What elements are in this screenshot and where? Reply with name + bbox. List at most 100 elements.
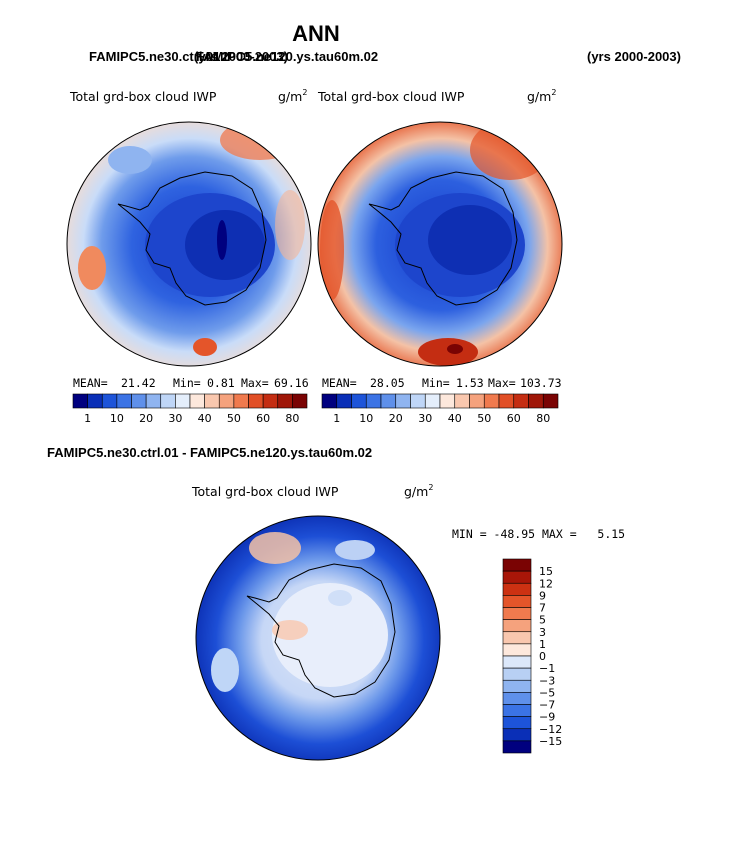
run-label-overlap-years: (yrs 2000-2003) <box>194 49 288 64</box>
panel-title: Total grd-box cloud IWP <box>317 89 465 104</box>
colorbar-tick-label: 12 <box>539 577 553 590</box>
colorbar-box <box>145 393 162 409</box>
colorbar-box <box>116 393 132 409</box>
colorbar-tick-label: 30 <box>418 412 432 425</box>
colorbar-box <box>454 393 470 409</box>
colorbar-box <box>233 393 249 409</box>
colorbar-box <box>502 631 532 645</box>
field-blob <box>447 344 463 354</box>
colorbar-tick-label: −5 <box>539 686 555 699</box>
antarctica-coastline <box>246 563 396 698</box>
colorbar-tick-label: 3 <box>539 626 546 639</box>
colorbar-tick-label: 15 <box>539 565 553 578</box>
colorbar-box <box>502 704 532 717</box>
colorbar-box <box>469 393 485 409</box>
colorbar-tick-label: −15 <box>539 735 562 748</box>
colorbar-tick-label: 9 <box>539 589 546 602</box>
field-blob <box>193 338 217 356</box>
colorbar-box <box>513 393 529 409</box>
panel-difference: FAMIPC5.ne30.ctrl.01 - FAMIPC5.ne120.ys.… <box>47 445 625 761</box>
colorbar-box <box>502 607 532 620</box>
colorbar-box <box>160 393 176 409</box>
polar-map <box>318 122 562 366</box>
colorbar-box <box>502 655 532 669</box>
stat-min-value: 1.53 <box>456 376 484 390</box>
colorbar-box <box>204 393 220 409</box>
page-title: ANN <box>292 21 340 46</box>
colorbar-tick-label: 7 <box>539 602 546 615</box>
antarctica-coastline <box>117 171 267 306</box>
colorbar-tick-label: 0 <box>539 650 546 663</box>
colorbar-tick-label: 20 <box>389 412 403 425</box>
polar-map <box>67 122 311 366</box>
colorbar-box <box>502 643 532 657</box>
field-blob <box>418 338 478 366</box>
colorbar-box <box>262 393 279 409</box>
colorbar-tick-label: 40 <box>448 412 462 425</box>
colorbar-tick-label: 20 <box>139 412 153 425</box>
field-blob <box>217 220 227 260</box>
panel-units: g/m2 <box>527 88 556 104</box>
map-border <box>66 121 312 367</box>
colorbar-box <box>502 558 532 572</box>
colorbar-tick-label: −7 <box>539 699 555 712</box>
colorbar-box <box>502 595 532 608</box>
colorbar-box <box>336 393 352 409</box>
stat-mean-label: MEAN= <box>322 376 357 390</box>
panel-top-right: Total grd-box cloud IWP g/m2 MEAN= 28.05… <box>317 88 563 425</box>
colorbar-box <box>498 393 515 409</box>
colorbar-box <box>410 393 426 409</box>
colorbar-tick-label: 1 <box>84 412 91 425</box>
run-label-left: FAMIPC5.ne30.ctrl.01 <box>89 49 221 64</box>
colorbar-tick-label: 5 <box>539 614 546 627</box>
field-blob <box>320 200 344 300</box>
colorbar-tick-label: 10 <box>110 412 124 425</box>
colorbar-box <box>502 619 532 633</box>
stat-max-label: Max= <box>241 376 269 390</box>
colorbar: 1 10 20 30 40 50 60 80 <box>321 393 559 425</box>
field-blob <box>428 205 512 275</box>
map-border <box>195 515 441 761</box>
diff-label: FAMIPC5.ne30.ctrl.01 - FAMIPC5.ne120.ys.… <box>47 445 372 460</box>
field-blob <box>220 122 300 160</box>
colorbar-box <box>175 393 191 409</box>
stat-max-value: 103.73 <box>520 376 562 390</box>
panel-title: Total grd-box cloud IWP <box>191 484 339 499</box>
colorbar-tick-label: 60 <box>256 412 270 425</box>
field-blob <box>328 590 352 606</box>
colorbar-box <box>101 393 118 409</box>
colorbar-tick-label: 50 <box>227 412 241 425</box>
field-blob <box>272 620 308 640</box>
colorbar-box <box>277 393 293 409</box>
colorbar-box <box>439 393 456 409</box>
colorbar-box <box>351 393 367 409</box>
colorbar-tick-label: 50 <box>477 412 491 425</box>
field-blob <box>275 190 305 260</box>
colorbar-box <box>502 716 532 730</box>
colorbar-box <box>395 393 411 409</box>
colorbar-tick-label: 40 <box>198 412 212 425</box>
colorbar-tick-label: −3 <box>539 674 555 687</box>
stat-min-label: Min= <box>173 376 201 390</box>
panel-top-left: Total grd-box cloud IWP g/m2 MEAN= 21.42… <box>66 88 312 425</box>
panel-units: g/m2 <box>278 88 307 104</box>
stat-max-label: Max= <box>488 376 516 390</box>
field-blob <box>108 146 152 174</box>
field-blob <box>272 583 388 687</box>
colorbar-box <box>502 728 532 742</box>
colorbar-box <box>380 393 397 409</box>
colorbar-tick-label: 10 <box>359 412 373 425</box>
colorbar-box <box>424 393 441 409</box>
run-label-right-years: (yrs 2000-2003) <box>587 49 681 64</box>
colorbar-box <box>502 570 532 584</box>
colorbar-box <box>131 393 147 409</box>
colorbar-tick-label: 80 <box>536 412 550 425</box>
colorbar-box <box>189 393 205 409</box>
field-blob <box>335 540 375 560</box>
stat-min-value: 0.81 <box>207 376 235 390</box>
colorbar-box <box>483 393 500 409</box>
colorbar-box <box>292 393 308 409</box>
colorbar-tick-label: 60 <box>507 412 521 425</box>
